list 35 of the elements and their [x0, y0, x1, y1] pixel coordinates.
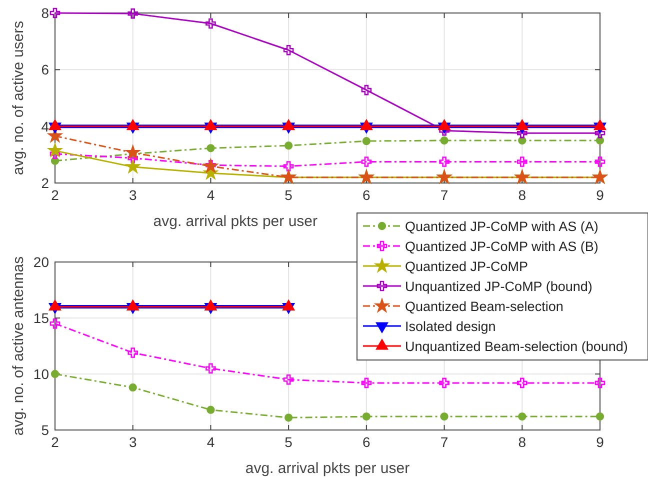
x-tick-label: 5	[284, 187, 293, 203]
y-tick-label: 15	[33, 310, 50, 326]
x-tick-label: 4	[206, 187, 215, 203]
x-tick-label: 7	[440, 187, 448, 203]
y-tick-label: 10	[33, 366, 50, 382]
x-tick-label: 8	[518, 434, 526, 450]
x-tick-label: 9	[596, 187, 604, 203]
y-axis-title: avg. no. of active antennas	[10, 256, 27, 436]
y-tick-label: 2	[41, 175, 50, 191]
x-tick-label: 6	[362, 434, 371, 450]
x-tick-label: 8	[518, 187, 526, 203]
x-tick-label: 5	[284, 434, 293, 450]
legend-label: Quantized Beam-selection	[405, 299, 564, 314]
legend-label: Unquantized JP-CoMP (bound)	[405, 279, 592, 294]
legend-label: Isolated design	[405, 319, 496, 334]
y-tick-label: 20	[33, 254, 50, 270]
x-tick-label: 6	[362, 187, 371, 203]
y-tick-label: 4	[41, 118, 50, 134]
x-axis-title: avg. arrival pkts per user	[245, 460, 410, 477]
x-tick-label: 7	[440, 434, 448, 450]
x-tick-label: 3	[128, 434, 137, 450]
x-tick-label: 2	[51, 187, 60, 203]
y-tick-label: 6	[41, 62, 50, 78]
legend-label: Quantized JP-CoMP with AS (A)	[405, 219, 598, 234]
legend-label: Quantized JP-CoMP	[405, 259, 528, 274]
y-tick-label: 5	[41, 422, 50, 438]
x-tick-label: 9	[596, 434, 604, 450]
x-axis-title: avg. arrival pkts per user	[153, 213, 318, 230]
legend-label: Unquantized Beam-selection (bound)	[405, 339, 628, 354]
legend-label: Quantized JP-CoMP with AS (B)	[405, 239, 598, 254]
x-tick-label: 3	[128, 187, 137, 203]
y-axis-title: avg. no. of active users	[10, 20, 27, 176]
y-tick-label: 8	[41, 5, 50, 21]
x-tick-label: 2	[51, 434, 60, 450]
x-tick-label: 4	[206, 434, 215, 450]
